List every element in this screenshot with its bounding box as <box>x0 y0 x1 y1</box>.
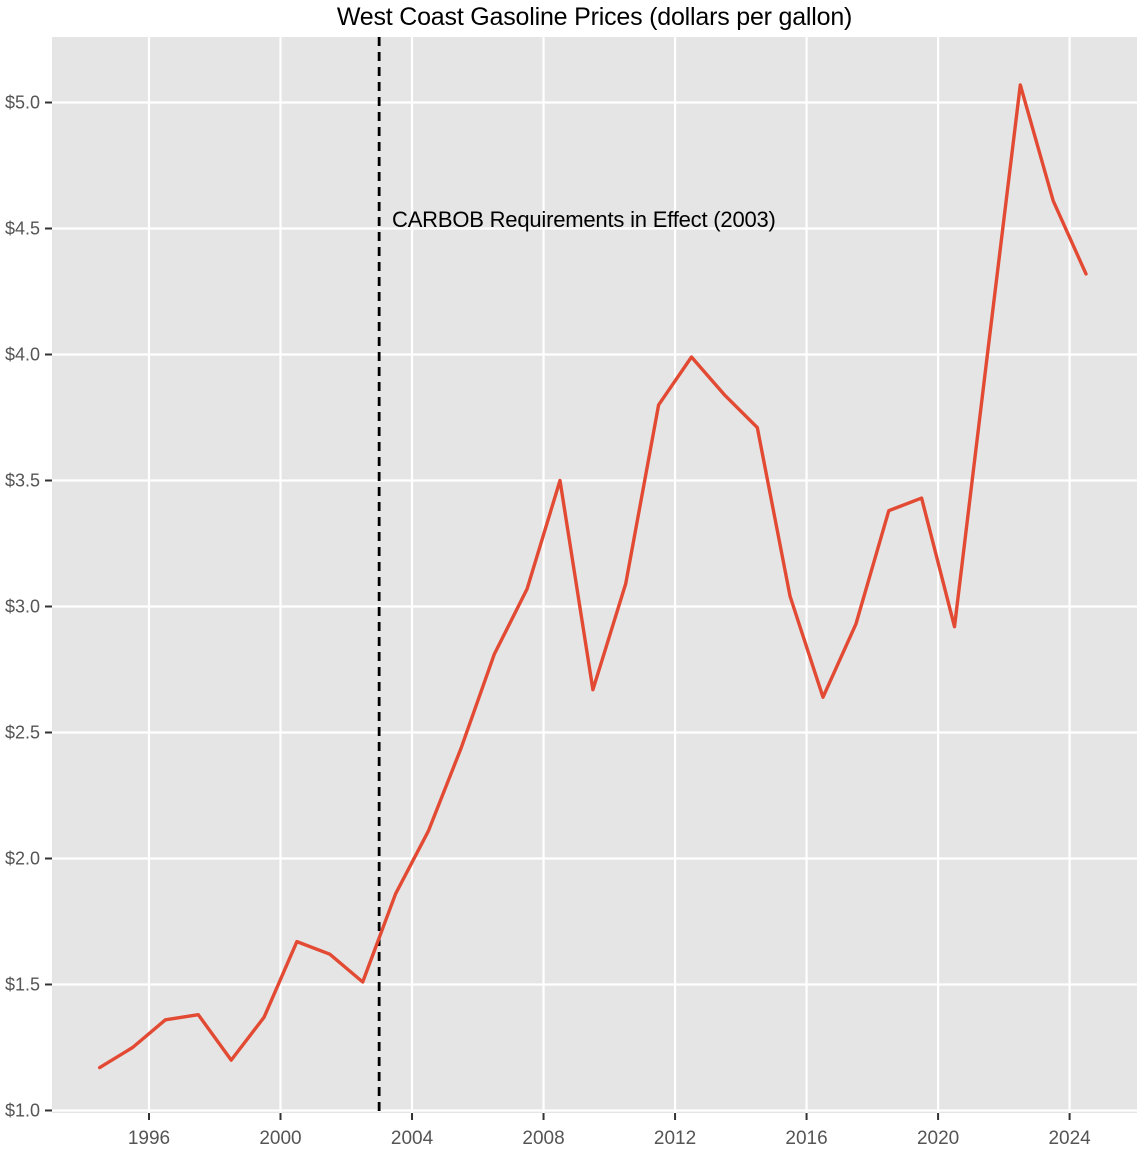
x-axis-labels: 1996 2000 2004 2008 2012 2016 2020 2024 <box>128 1128 1091 1149</box>
y-tick-label: $2.5 <box>5 722 40 742</box>
x-tick-label: 1996 <box>128 1128 170 1149</box>
x-tick-label: 2024 <box>1048 1128 1091 1149</box>
price-line <box>97 83 1088 1070</box>
x-tick-label: 2008 <box>522 1128 564 1149</box>
y-tick-label: $5.0 <box>5 93 40 113</box>
chart-title: West Coast Gasoline Prices (dollars per … <box>336 3 853 31</box>
carbob-annotation: CARBOB Requirements in Effect (2003) <box>392 207 776 232</box>
y-tick-label: $3.0 <box>5 596 40 616</box>
y-tick-label: $2.0 <box>5 848 40 868</box>
x-tick-label: 2016 <box>785 1128 827 1149</box>
x-tick-label: 2012 <box>654 1128 696 1149</box>
y-tick-label: $1.0 <box>5 1100 40 1120</box>
gridlines <box>52 37 1137 1113</box>
x-tick-label: 2020 <box>917 1128 959 1149</box>
plot-background <box>52 37 1137 1113</box>
y-tick-label: $4.0 <box>5 345 40 365</box>
x-tick-label: 2004 <box>391 1128 434 1149</box>
y-tick-label: $4.5 <box>5 219 40 239</box>
y-tick-label: $1.5 <box>5 974 40 994</box>
axis-tick-marks <box>45 101 1071 1120</box>
y-axis-labels: $1.0 $1.5 $2.0 $2.5 $3.0 $3.5 $4.0 $4.5 $5.0 <box>5 93 40 1121</box>
y-tick-label: $3.5 <box>5 471 40 491</box>
x-tick-label: 2000 <box>259 1128 301 1149</box>
